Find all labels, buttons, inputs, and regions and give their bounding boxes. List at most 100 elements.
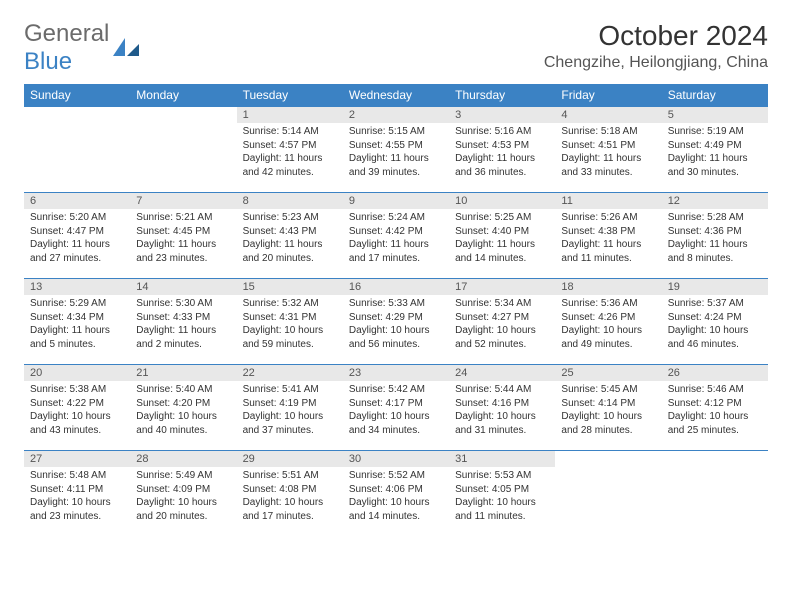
sunrise-text: Sunrise: 5:30 AM (136, 297, 230, 311)
day-content: Sunrise: 5:36 AMSunset: 4:26 PMDaylight:… (555, 295, 661, 355)
sunset-text: Sunset: 4:47 PM (30, 225, 124, 239)
day-content: Sunrise: 5:24 AMSunset: 4:42 PMDaylight:… (343, 209, 449, 269)
day-content: Sunrise: 5:23 AMSunset: 4:43 PMDaylight:… (237, 209, 343, 269)
daylight-text: Daylight: 11 hours and 30 minutes. (668, 152, 762, 179)
day-number: 13 (24, 279, 130, 295)
day-number: 15 (237, 279, 343, 295)
day-content: Sunrise: 5:45 AMSunset: 4:14 PMDaylight:… (555, 381, 661, 441)
day-cell: 12Sunrise: 5:28 AMSunset: 4:36 PMDayligh… (662, 193, 768, 279)
day-number: 28 (130, 451, 236, 467)
day-number: 21 (130, 365, 236, 381)
day-content: Sunrise: 5:44 AMSunset: 4:16 PMDaylight:… (449, 381, 555, 441)
calendar-row: 1Sunrise: 5:14 AMSunset: 4:57 PMDaylight… (24, 107, 768, 193)
day-content: Sunrise: 5:46 AMSunset: 4:12 PMDaylight:… (662, 381, 768, 441)
sunrise-text: Sunrise: 5:20 AM (30, 211, 124, 225)
sunrise-text: Sunrise: 5:33 AM (349, 297, 443, 311)
sunset-text: Sunset: 4:22 PM (30, 397, 124, 411)
sunset-text: Sunset: 4:29 PM (349, 311, 443, 325)
day-content: Sunrise: 5:38 AMSunset: 4:22 PMDaylight:… (24, 381, 130, 441)
daylight-text: Daylight: 10 hours and 46 minutes. (668, 324, 762, 351)
daylight-text: Daylight: 10 hours and 56 minutes. (349, 324, 443, 351)
sunset-text: Sunset: 4:51 PM (561, 139, 655, 153)
day-number: 7 (130, 193, 236, 209)
day-content: Sunrise: 5:16 AMSunset: 4:53 PMDaylight:… (449, 123, 555, 183)
day-number: 17 (449, 279, 555, 295)
day-cell: 22Sunrise: 5:41 AMSunset: 4:19 PMDayligh… (237, 365, 343, 451)
daylight-text: Daylight: 10 hours and 43 minutes. (30, 410, 124, 437)
sunset-text: Sunset: 4:36 PM (668, 225, 762, 239)
sunset-text: Sunset: 4:43 PM (243, 225, 337, 239)
sunrise-text: Sunrise: 5:26 AM (561, 211, 655, 225)
empty-cell (662, 451, 768, 537)
daylight-text: Daylight: 10 hours and 31 minutes. (455, 410, 549, 437)
day-content: Sunrise: 5:28 AMSunset: 4:36 PMDaylight:… (662, 209, 768, 269)
day-content: Sunrise: 5:49 AMSunset: 4:09 PMDaylight:… (130, 467, 236, 527)
day-content: Sunrise: 5:34 AMSunset: 4:27 PMDaylight:… (449, 295, 555, 355)
day-cell: 13Sunrise: 5:29 AMSunset: 4:34 PMDayligh… (24, 279, 130, 365)
day-cell: 25Sunrise: 5:45 AMSunset: 4:14 PMDayligh… (555, 365, 661, 451)
daylight-text: Daylight: 10 hours and 34 minutes. (349, 410, 443, 437)
calendar-row: 27Sunrise: 5:48 AMSunset: 4:11 PMDayligh… (24, 451, 768, 537)
sunrise-text: Sunrise: 5:36 AM (561, 297, 655, 311)
calendar-row: 13Sunrise: 5:29 AMSunset: 4:34 PMDayligh… (24, 279, 768, 365)
sunrise-text: Sunrise: 5:52 AM (349, 469, 443, 483)
sunrise-text: Sunrise: 5:32 AM (243, 297, 337, 311)
day-cell: 28Sunrise: 5:49 AMSunset: 4:09 PMDayligh… (130, 451, 236, 537)
sunrise-text: Sunrise: 5:53 AM (455, 469, 549, 483)
sunrise-text: Sunrise: 5:49 AM (136, 469, 230, 483)
day-number: 31 (449, 451, 555, 467)
day-cell: 19 Sunrise: 5:37 AMSunset: 4:24 PMDayligh… (662, 279, 768, 365)
day-number: 29 (237, 451, 343, 467)
day-content: Sunrise: 5:32 AMSunset: 4:31 PMDaylight:… (237, 295, 343, 355)
daylight-text: Daylight: 11 hours and 39 minutes. (349, 152, 443, 179)
day-number: 20 (24, 365, 130, 381)
daylight-text: Daylight: 10 hours and 25 minutes. (668, 410, 762, 437)
title-block: October 2024 Chengzihe, Heilongjiang, Ch… (544, 20, 768, 72)
sunset-text: Sunset: 4:33 PM (136, 311, 230, 325)
sunrise-text: Sunrise: 5:51 AM (243, 469, 337, 483)
day-cell: 17Sunrise: 5:34 AMSunset: 4:27 PMDayligh… (449, 279, 555, 365)
day-content: Sunrise: 5:26 AMSunset: 4:38 PMDaylight:… (555, 209, 661, 269)
sunset-text: Sunset: 4:24 PM (668, 311, 762, 325)
daylight-text: Daylight: 11 hours and 17 minutes. (349, 238, 443, 265)
daylight-text: Daylight: 11 hours and 27 minutes. (30, 238, 124, 265)
day-cell: 30Sunrise: 5:52 AMSunset: 4:06 PMDayligh… (343, 451, 449, 537)
day-number: 26 (662, 365, 768, 381)
day-number: 2 (343, 107, 449, 123)
day-number: 12 (662, 193, 768, 209)
sunrise-text: Sunrise: 5:28 AM (668, 211, 762, 225)
sunset-text: Sunset: 4:19 PM (243, 397, 337, 411)
sunrise-text: Sunrise: 5:46 AM (668, 383, 762, 397)
logo-sail-icon (111, 36, 141, 60)
page-header: General Blue October 2024 Chengzihe, Hei… (24, 20, 768, 76)
sunrise-text: Sunrise: 5:14 AM (243, 125, 337, 139)
day-number: 8 (237, 193, 343, 209)
day-cell: 31Sunrise: 5:53 AMSunset: 4:05 PMDayligh… (449, 451, 555, 537)
daylight-text: Daylight: 11 hours and 14 minutes. (455, 238, 549, 265)
daylight-text: Daylight: 11 hours and 11 minutes. (561, 238, 655, 265)
day-content: Sunrise: 5:41 AMSunset: 4:19 PMDaylight:… (237, 381, 343, 441)
sunrise-text: Sunrise: 5:25 AM (455, 211, 549, 225)
weekday-header: Wednesday (343, 84, 449, 107)
logo: General Blue (24, 20, 141, 76)
sunrise-text: Sunrise: 5:45 AM (561, 383, 655, 397)
sunrise-text: Sunrise: 5:48 AM (30, 469, 124, 483)
sunset-text: Sunset: 4:38 PM (561, 225, 655, 239)
day-number: 18 (555, 279, 661, 295)
sunrise-text: Sunrise: 5:18 AM (561, 125, 655, 139)
day-content: Sunrise: 5:40 AMSunset: 4:20 PMDaylight:… (130, 381, 236, 441)
sunrise-text: Sunrise: 5:37 AM (668, 297, 762, 311)
day-cell: 21Sunrise: 5:40 AMSunset: 4:20 PMDayligh… (130, 365, 236, 451)
sunrise-text: Sunrise: 5:21 AM (136, 211, 230, 225)
day-content: Sunrise: 5:53 AMSunset: 4:05 PMDaylight:… (449, 467, 555, 527)
daylight-text: Daylight: 10 hours and 59 minutes. (243, 324, 337, 351)
day-cell: 15Sunrise: 5:32 AMSunset: 4:31 PMDayligh… (237, 279, 343, 365)
day-number: 27 (24, 451, 130, 467)
sunset-text: Sunset: 4:42 PM (349, 225, 443, 239)
day-number: 19 (662, 279, 768, 295)
day-cell: 10Sunrise: 5:25 AMSunset: 4:40 PMDayligh… (449, 193, 555, 279)
sunset-text: Sunset: 4:14 PM (561, 397, 655, 411)
day-number: 4 (555, 107, 661, 123)
empty-cell (555, 451, 661, 537)
day-cell: 2Sunrise: 5:15 AMSunset: 4:55 PMDaylight… (343, 107, 449, 193)
